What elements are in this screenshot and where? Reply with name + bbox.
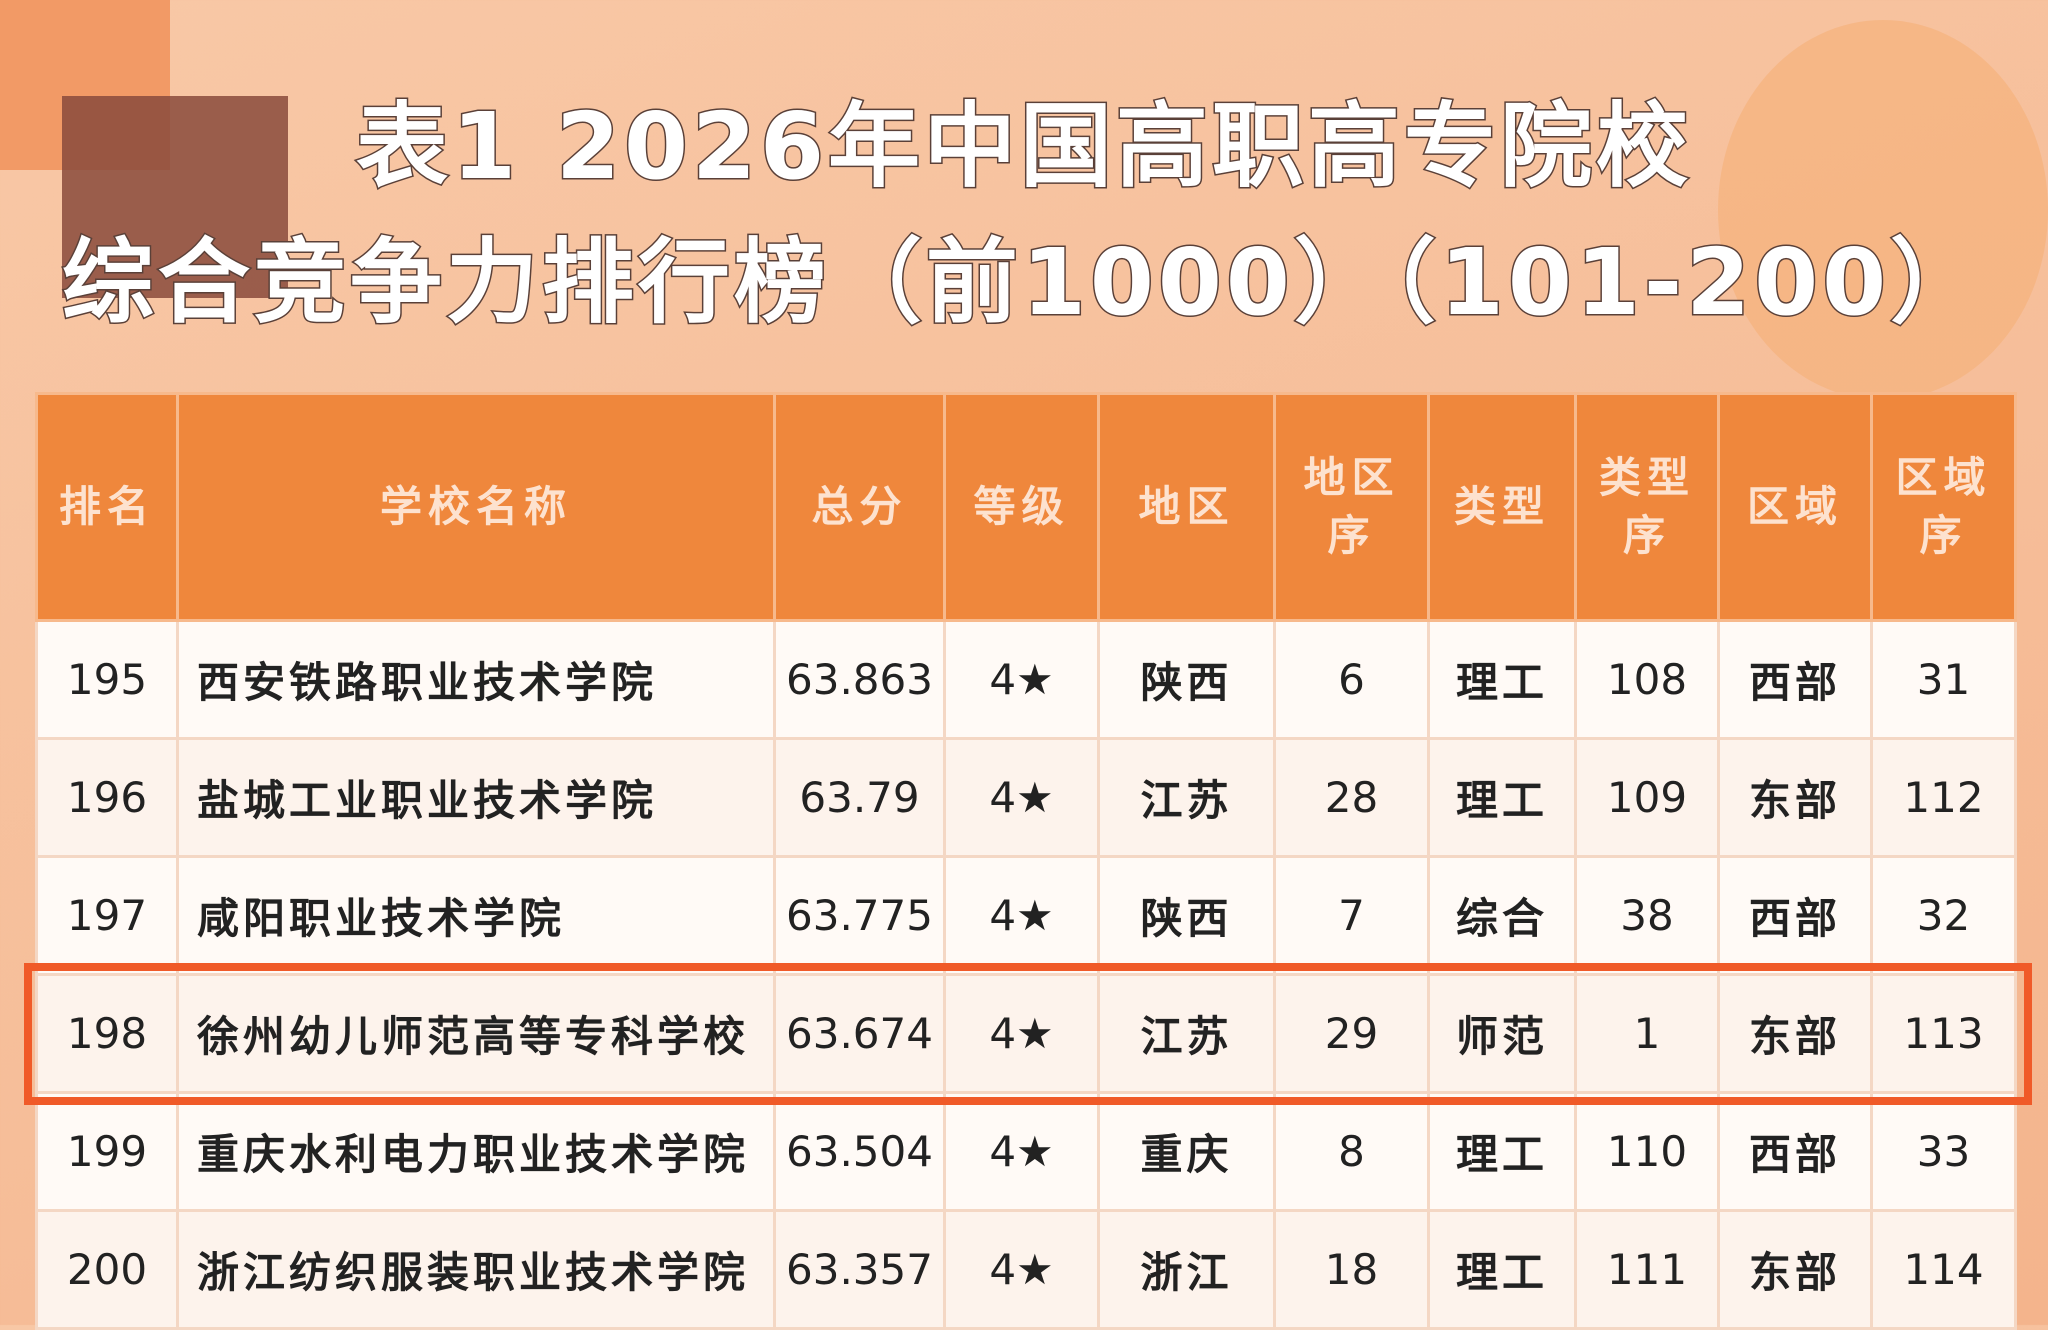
- header-line: 排名: [58, 482, 155, 531]
- table-cell: 63.79: [773, 737, 946, 858]
- table-cell: 113: [1870, 973, 2017, 1094]
- table-cell: 33: [1870, 1091, 2017, 1212]
- table-cell: 198: [35, 973, 179, 1094]
- table-cell: 4★: [943, 619, 1100, 740]
- table-cell: 西部: [1717, 1091, 1873, 1212]
- table-cell: 咸阳职业技术学院: [176, 855, 776, 976]
- table-cell: 199: [35, 1091, 179, 1212]
- table-cell: 6: [1273, 619, 1430, 740]
- table-cell: 理工: [1427, 1209, 1577, 1330]
- header-line: 学校名称: [379, 482, 572, 531]
- decoration: [1718, 20, 2048, 400]
- header-line: 类型: [1453, 482, 1550, 531]
- table-cell: 东部: [1717, 737, 1873, 858]
- table-cell: 东部: [1717, 1209, 1873, 1330]
- header-line: 序: [1919, 511, 1968, 560]
- decoration: [62, 96, 288, 298]
- table-row: 199 重庆水利电力职业技术学院 63.504 4★ 重庆 8 理工 110 西部 33: [35, 1091, 2017, 1212]
- header-row: 排名 学校名称 总分 等级 地区 地区序类型 类型序区域 区域序: [35, 392, 2017, 622]
- header-line: 等级: [973, 482, 1070, 531]
- table-cell: 4★: [943, 855, 1100, 976]
- table-row: 196 盐城工业职业技术学院 63.79 4★ 江苏 28 理工 109 东部 112: [35, 737, 2017, 858]
- table-cell: 63.357: [773, 1209, 946, 1330]
- column-header: 类型: [1427, 392, 1577, 622]
- table-cell: 111: [1574, 1209, 1720, 1330]
- table-cell: 200: [35, 1209, 179, 1330]
- table-cell: 29: [1273, 973, 1430, 1094]
- table-cell: 西安铁路职业技术学院: [176, 619, 776, 740]
- table-cell: 112: [1870, 737, 2017, 858]
- table-cell: 8: [1273, 1091, 1430, 1212]
- header-line: 区域: [1746, 482, 1843, 531]
- table-cell: 28: [1273, 737, 1430, 858]
- table-cell: 195: [35, 619, 179, 740]
- header-line: 区域: [1895, 453, 1992, 502]
- header-line: 地区: [1303, 453, 1400, 502]
- table-row: 195 西安铁路职业技术学院 63.863 4★ 陕西 6 理工 108 西部 31: [35, 619, 2017, 740]
- column-header: 类型序: [1574, 392, 1720, 622]
- table-cell: 西部: [1717, 855, 1873, 976]
- table-cell: 江苏: [1097, 737, 1276, 858]
- table-cell: 浙江纺织服装职业技术学院: [176, 1209, 776, 1330]
- title: 综合竞争力排行榜（前1000）（101-200）: [60, 228, 1987, 338]
- table-cell: 理工: [1427, 1091, 1577, 1212]
- table-cell: 师范: [1427, 973, 1577, 1094]
- table-row: 200 浙江纺织服装职业技术学院 63.357 4★ 浙江 18 理工 111 东部 114: [35, 1209, 2017, 1330]
- table-cell: 63.775: [773, 855, 946, 976]
- column-header: 排名: [35, 392, 179, 622]
- table-cell: 4★: [943, 1209, 1100, 1330]
- column-header: 总分: [773, 392, 946, 622]
- table-cell: 197: [35, 855, 179, 976]
- table-body: 195 西安铁路职业技术学院 63.863 4★ 陕西 6 理工 108 西部 31 196 盐城工业…: [35, 619, 2017, 1330]
- table-cell: 徐州幼儿师范高等专科学校: [176, 973, 776, 1094]
- header-line: 序: [1622, 511, 1671, 560]
- table-cell: 综合: [1427, 855, 1577, 976]
- table-cell: 4★: [943, 737, 1100, 858]
- table-cell: 江苏: [1097, 973, 1276, 1094]
- column-header: 地区: [1097, 392, 1276, 622]
- header-line: 类型: [1598, 453, 1695, 502]
- table-cell: 63.504: [773, 1091, 946, 1212]
- table-cell: 196: [35, 737, 179, 858]
- table-cell: 理工: [1427, 737, 1577, 858]
- table-cell: 63.863: [773, 619, 946, 740]
- title: 表1 2026年中国高职高专院校: [354, 92, 1693, 202]
- table-cell: 31: [1870, 619, 2017, 740]
- table-cell: 4★: [943, 973, 1100, 1094]
- header-line: 地区: [1138, 482, 1235, 531]
- table-cell: 18: [1273, 1209, 1430, 1330]
- table-cell: 东部: [1717, 973, 1873, 1094]
- table-cell: 109: [1574, 737, 1720, 858]
- table-cell: 重庆: [1097, 1091, 1276, 1212]
- header-line: 总分: [811, 482, 908, 531]
- table-cell: 114: [1870, 1209, 2017, 1330]
- table-cell: 重庆水利电力职业技术学院: [176, 1091, 776, 1212]
- table-cell: 108: [1574, 619, 1720, 740]
- table-cell: 陕西: [1097, 855, 1276, 976]
- table-cell: 1: [1574, 973, 1720, 1094]
- table-cell: 32: [1870, 855, 2017, 976]
- table-cell: 38: [1574, 855, 1720, 976]
- table-cell: 浙江: [1097, 1209, 1276, 1330]
- header-line: 序: [1327, 511, 1376, 560]
- table-cell: 110: [1574, 1091, 1720, 1212]
- column-header: 地区序: [1273, 392, 1430, 622]
- table-cell: 陕西: [1097, 619, 1276, 740]
- table-cell: 63.674: [773, 973, 946, 1094]
- column-header: 区域: [1717, 392, 1873, 622]
- column-header: 学校名称: [176, 392, 776, 622]
- table-cell: 7: [1273, 855, 1430, 976]
- column-header: 等级: [943, 392, 1100, 622]
- column-header: 区域序: [1870, 392, 2017, 622]
- table-cell: 西部: [1717, 619, 1873, 740]
- table-cell: 理工: [1427, 619, 1577, 740]
- table-cell: 盐城工业职业技术学院: [176, 737, 776, 858]
- ranking-table: 排名 学校名称 总分 等级 地区 地区序类型 类型序区域 区域序 195 西安铁路职业技术学院 6…: [35, 392, 2017, 1330]
- table-row: 198 徐州幼儿师范高等专科学校 63.674 4★ 江苏 29 师范 1 东部 113: [35, 973, 2017, 1094]
- table-cell: 4★: [943, 1091, 1100, 1212]
- table-row: 197 咸阳职业技术学院 63.775 4★ 陕西 7 综合 38 西部 32: [35, 855, 2017, 976]
